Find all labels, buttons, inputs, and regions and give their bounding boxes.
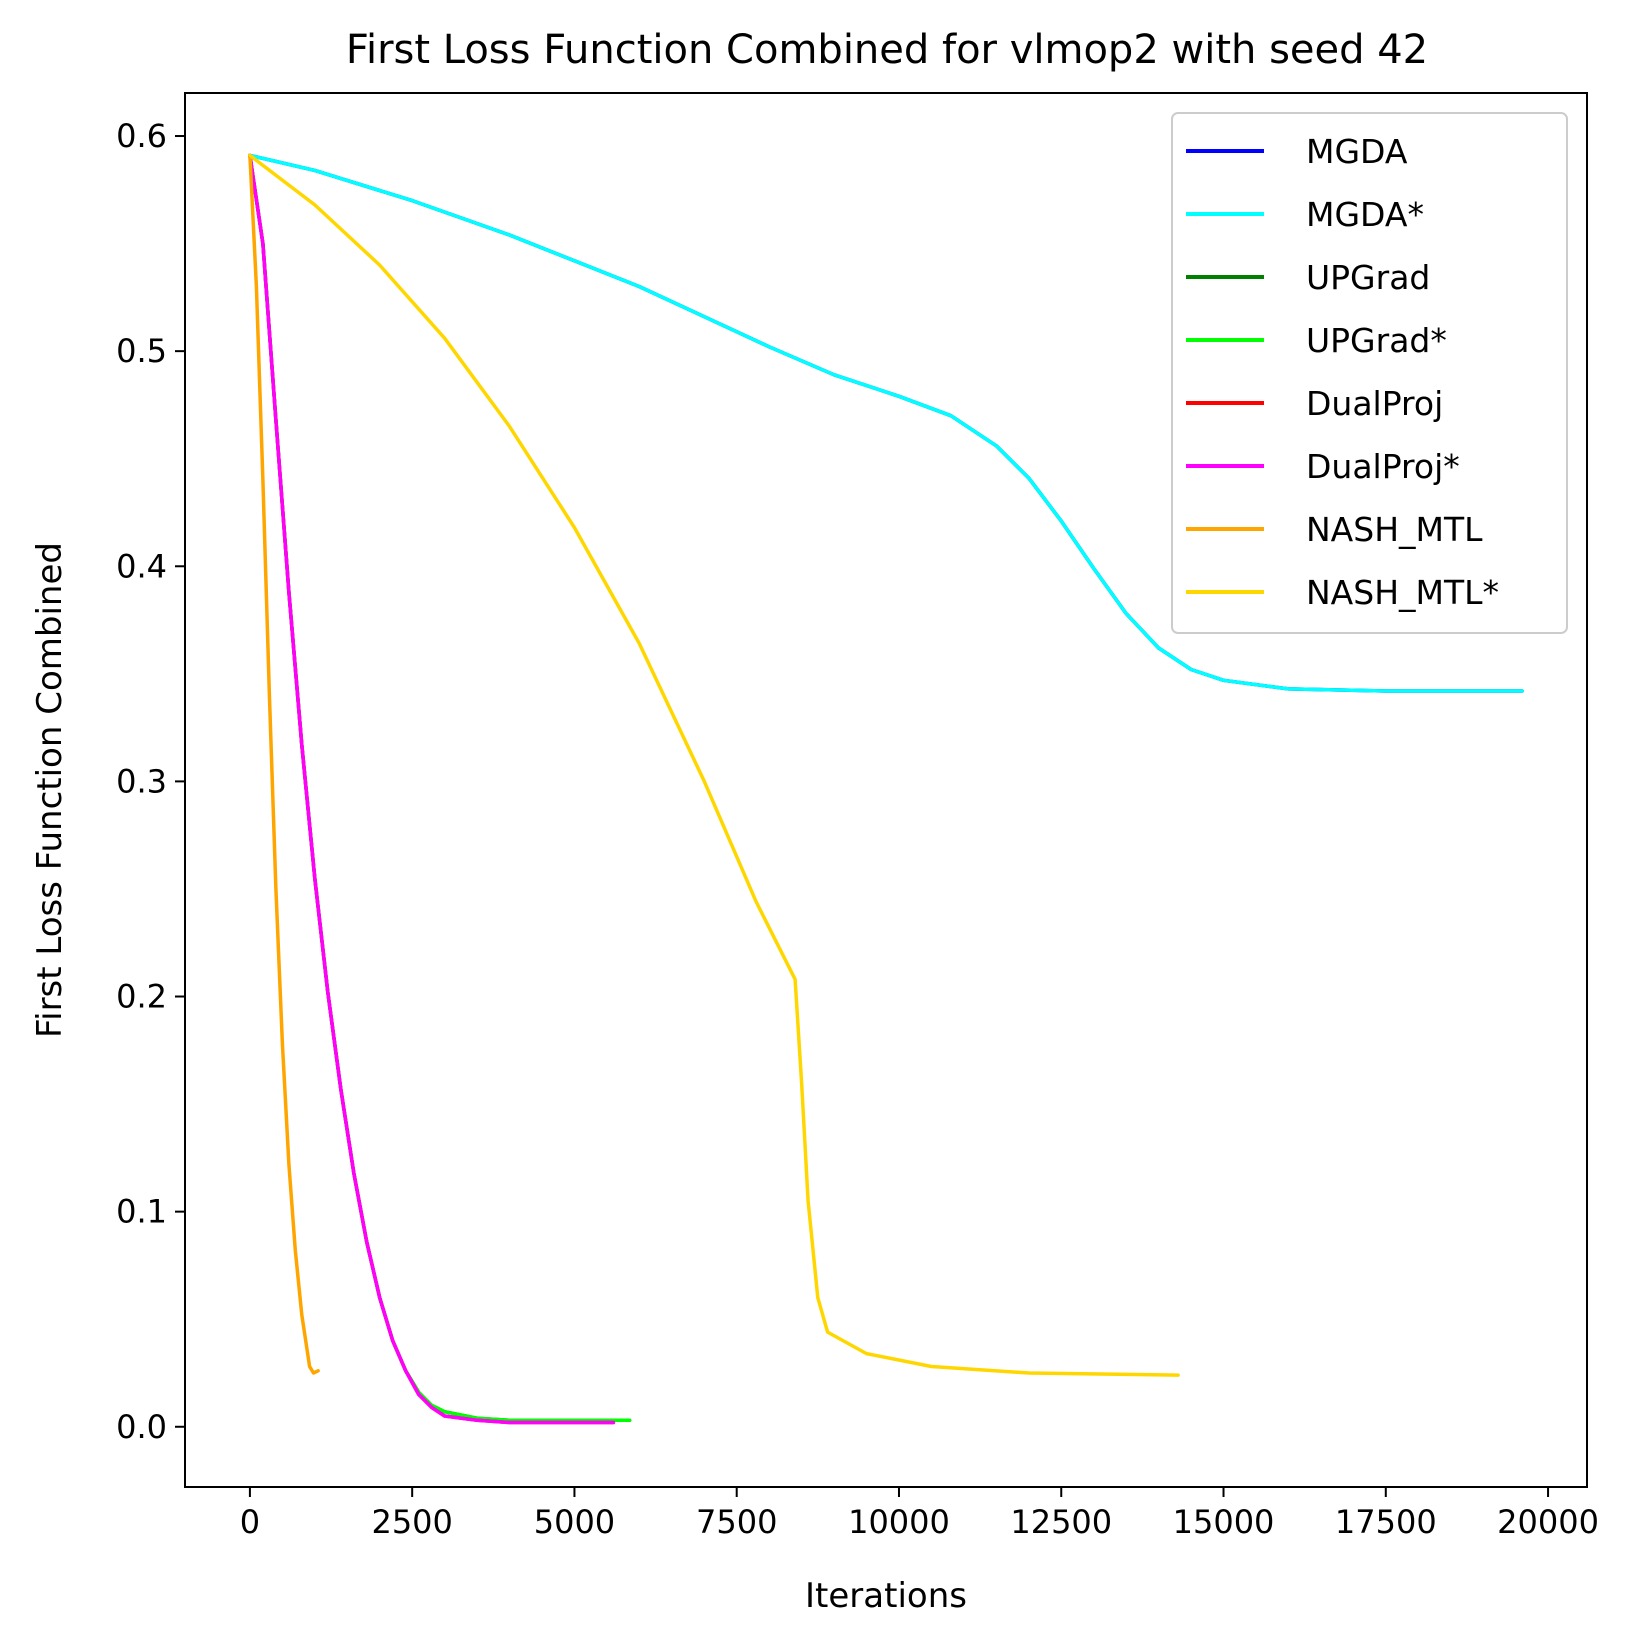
series-line-dualproj-star: [248, 153, 616, 1425]
y-axis: 0.0 0.1 0.2 0.3 0.4 0.5 0.6: [116, 117, 185, 1446]
x-tick-label: 15000: [1173, 1503, 1275, 1541]
x-tick-label: 12500: [1010, 1503, 1112, 1541]
y-tick-label: 0.0: [116, 1408, 167, 1446]
legend-label: UPGrad*: [1306, 321, 1447, 360]
series-line-nash-mtl: [248, 153, 320, 1375]
legend-label: DualProj*: [1306, 447, 1460, 486]
series-line-nash-mtl-star: [248, 153, 1180, 1377]
legend-label: MGDA: [1306, 132, 1408, 171]
x-axis-label: Iterations: [805, 1576, 967, 1616]
x-tick-label: 7500: [696, 1503, 777, 1541]
y-tick-label: 0.3: [116, 762, 167, 800]
y-tick-label: 0.6: [116, 117, 167, 155]
plot-frame: [184, 92, 1588, 1488]
series-group: [248, 153, 1524, 1425]
legend-label: NASH_MTL*: [1306, 573, 1499, 612]
x-tick-label: 10000: [848, 1503, 950, 1541]
y-tick-label: 0.5: [116, 332, 167, 370]
legend-label: DualProj: [1306, 384, 1443, 423]
legend-box: [1171, 112, 1568, 634]
x-tick-label: 17500: [1335, 1503, 1437, 1541]
legend: MGDA MGDA* UPGrad UPGrad* DualProj DualProj* N…: [1171, 112, 1568, 634]
chart-title: First Loss Function Combined for vlmop2 …: [346, 27, 1428, 73]
legend-label: NASH_MTL: [1306, 510, 1483, 549]
legend-label: UPGrad: [1306, 258, 1430, 297]
x-tick-label: 5000: [534, 1503, 615, 1541]
x-axis: 0 2500 5000 7500 10000 12500 15000 17500 20000: [240, 1487, 1599, 1541]
y-axis-label: First Loss Function Combined: [30, 542, 70, 1038]
x-tick-label: 2500: [371, 1503, 452, 1541]
y-tick-label: 0.4: [116, 547, 167, 585]
y-tick-label: 0.2: [116, 978, 167, 1016]
x-tick-label: 0: [240, 1503, 260, 1541]
legend-label: MGDA*: [1306, 195, 1424, 234]
x-tick-label: 20000: [1497, 1503, 1599, 1541]
series-line-mgda-star: [248, 153, 1524, 693]
y-tick-label: 0.1: [116, 1193, 167, 1231]
